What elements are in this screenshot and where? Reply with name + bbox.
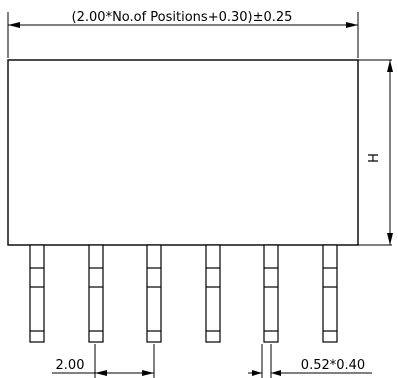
pin (263, 244, 279, 343)
pitch-dimension: 2.00 (52, 344, 155, 378)
pin-size-arrow-right (271, 370, 281, 376)
arrowhead-bottom (387, 233, 393, 245)
pin (322, 244, 338, 343)
pitch-arrow-right (142, 370, 154, 376)
pin-size-label: 0.52*0.40 (301, 358, 365, 373)
height-label: H (367, 153, 382, 163)
pin-body (263, 244, 279, 343)
overall-width-label: (2.00*No.of Positions+0.30)±0.25 (72, 10, 293, 25)
height-dimension: H (358, 59, 393, 246)
pin-body (146, 244, 162, 343)
pin (88, 244, 104, 343)
arrowhead-top (387, 60, 393, 72)
pin (205, 244, 221, 343)
pitch-label: 2.00 (56, 358, 85, 373)
pin-body (322, 244, 338, 343)
pin-body (88, 244, 104, 343)
pin-size-arrow-left (252, 370, 262, 376)
pin-body (205, 244, 221, 343)
pin (29, 244, 45, 343)
arrowhead-left (8, 22, 20, 28)
arrowhead-right (346, 22, 358, 28)
pin (146, 244, 162, 343)
pin-size-dimension: 0.52*0.40 (248, 344, 372, 378)
overall-width-dimension: (2.00*No.of Positions+0.30)±0.25 (7, 10, 359, 58)
pin-body (29, 244, 45, 343)
pitch-arrow-left (95, 370, 107, 376)
connector-body (7, 59, 359, 246)
pins-group (29, 244, 338, 343)
